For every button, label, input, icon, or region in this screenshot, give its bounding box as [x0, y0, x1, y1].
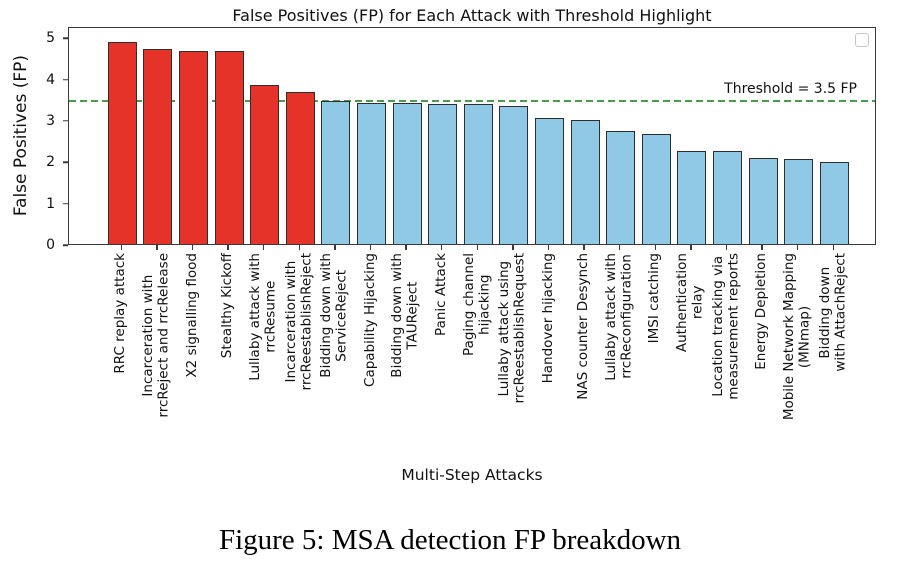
- x-label-text: Paging channel hijacking: [460, 253, 493, 356]
- x-tick-mark: [512, 245, 514, 250]
- x-tick-mark: [476, 245, 479, 250]
- x-tick-mark: [690, 245, 692, 250]
- bar-18: [748, 158, 778, 244]
- bar-9: [428, 103, 458, 244]
- x-label-text: Bidding down with TAUReject: [389, 253, 422, 378]
- threshold-line: [69, 99, 875, 102]
- bar-1: [143, 48, 173, 244]
- y-axis-ticks: 0 1 2 3 4 5: [0, 27, 68, 253]
- y-tick-label-4: 4: [46, 71, 55, 88]
- figure-caption: Figure 5: MSA detection FP breakdown: [218, 524, 682, 556]
- x-label-text: Bidding down with AttachReject: [816, 253, 849, 372]
- x-label-text: Stealthy Kickoff: [219, 253, 236, 359]
- x-tick-mark: [298, 245, 301, 250]
- x-label-text: Panic Attack: [432, 253, 449, 336]
- x-tick-mark: [120, 245, 123, 250]
- x-tick-mark: [262, 245, 265, 250]
- x-tick-mark: [334, 245, 336, 250]
- y-tick-mark: [63, 244, 68, 246]
- x-label-text: Authentication relay: [674, 253, 706, 353]
- bar-4: [250, 84, 280, 244]
- y-tick-label-1: 1: [46, 195, 55, 212]
- x-tick-mark: [405, 245, 407, 250]
- x-label-text: Incarceration with rrcReject and rrcRele…: [140, 253, 172, 418]
- chart-title: False Positives (FP) for Each Attack wit…: [232, 6, 712, 25]
- x-axis-title: Multi-Step Attacks: [401, 466, 543, 484]
- x-tick-mark: [832, 245, 835, 250]
- x-label-text: Incarceration with rrcReestablishReject: [282, 253, 315, 391]
- y-tick-mark: [63, 78, 68, 81]
- y-tick-mark: [63, 202, 68, 205]
- bar-11: [499, 105, 529, 244]
- x-label-text: NAS counter Desynch: [575, 253, 592, 400]
- x-tick-mark: [440, 245, 443, 250]
- threshold-label: Threshold = 3.5 FP: [724, 80, 857, 97]
- x-label-text: Mobile Network Mapping (MNmap): [781, 253, 813, 421]
- x-axis-labels: RRC replay attack Incarceration with rrcR…: [68, 253, 876, 465]
- bar-2: [179, 50, 208, 244]
- y-tick-label-2: 2: [46, 154, 55, 171]
- bar-15: [641, 133, 671, 244]
- bar-12: [535, 117, 564, 244]
- x-tick-mark: [547, 245, 550, 250]
- x-label-text: Handover hijacking: [539, 253, 556, 384]
- y-tick-mark: [63, 161, 68, 164]
- x-label-text: IMSI catching: [646, 253, 663, 344]
- x-label-text: Lullaby attack with rrcResume: [247, 253, 279, 381]
- y-tick-label-5: 5: [46, 30, 55, 47]
- x-label-text: Lullaby attack using rrcReestablishReque…: [496, 253, 528, 404]
- x-label-text: Capability Hijacking: [361, 253, 378, 387]
- x-tick-mark: [191, 245, 194, 250]
- x-label-text: Energy Depletion: [753, 253, 770, 370]
- x-label-text: X2 signalling flood: [183, 253, 200, 378]
- x-tick-mark: [725, 245, 728, 250]
- y-tick-mark: [63, 37, 68, 39]
- bar-3: [214, 51, 244, 244]
- x-label-text: Lullaby attack with rrcReconfiguration: [603, 253, 635, 381]
- bar-7: [357, 102, 386, 244]
- bar-16: [677, 150, 707, 244]
- x-tick-mark: [227, 245, 229, 250]
- bar-17: [713, 150, 742, 244]
- bar-20: [819, 161, 849, 244]
- bar-14: [606, 130, 636, 244]
- x-tick-mark: [654, 245, 657, 250]
- x-tick-mark: [618, 245, 621, 250]
- bar-5: [285, 92, 315, 244]
- bar-6: [321, 100, 351, 244]
- x-label-text: Location tracking via measurement report…: [709, 253, 742, 400]
- x-tick-mark: [369, 245, 372, 250]
- bar-10: [463, 104, 493, 244]
- bar-19: [784, 159, 814, 244]
- x-tick-mark: [156, 245, 158, 250]
- x-axis-ticks: [68, 245, 876, 250]
- bar-0: [107, 41, 137, 244]
- x-tick-mark: [796, 245, 799, 250]
- y-tick-label-0: 0: [46, 237, 55, 253]
- legend-box: [855, 33, 869, 47]
- y-tick-label-3: 3: [46, 112, 55, 129]
- x-label-text: RRC replay attack: [112, 253, 129, 374]
- y-tick-mark: [63, 120, 68, 122]
- x-tick-mark: [761, 245, 763, 250]
- bar-8: [392, 103, 422, 244]
- x-label-text: Bidding down with ServiceReject: [318, 253, 350, 378]
- plot-area: Threshold = 3.5 FP: [68, 27, 876, 245]
- bar-13: [570, 120, 600, 244]
- x-tick-mark: [583, 245, 585, 250]
